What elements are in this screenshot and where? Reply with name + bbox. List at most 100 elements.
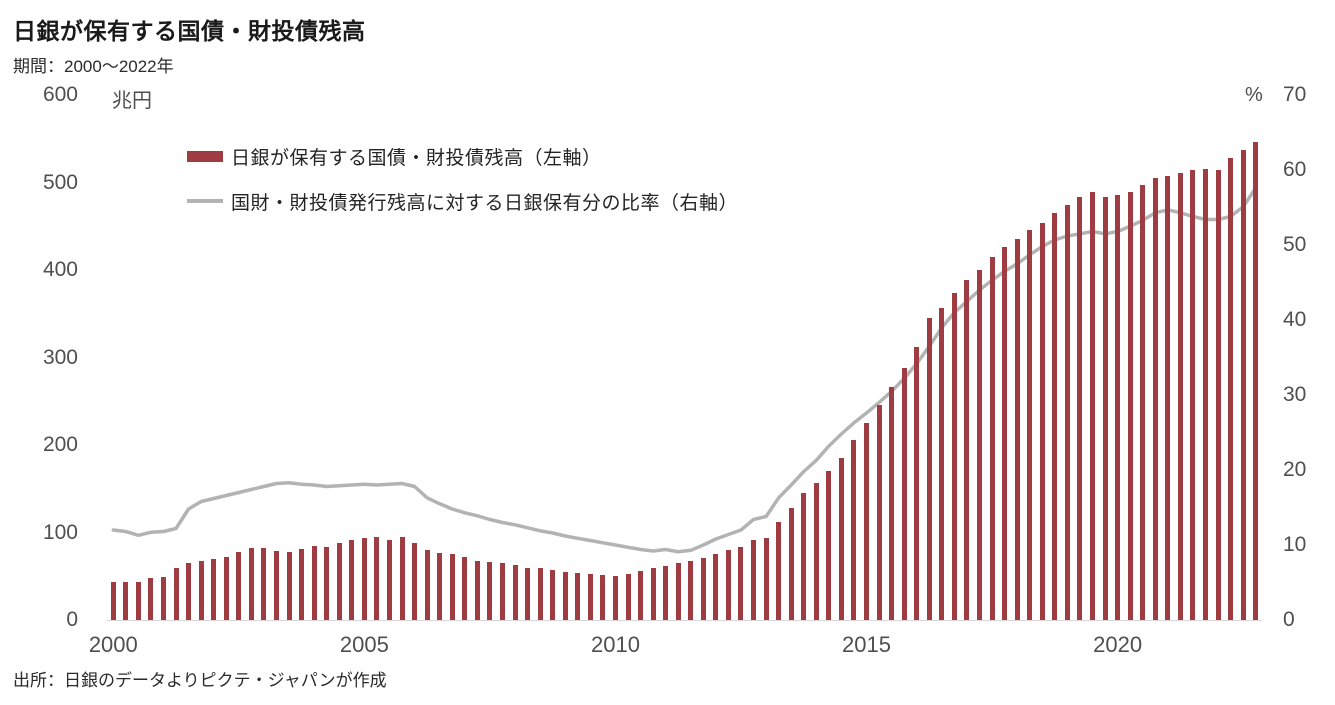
legend-item-bonds: 日銀が保有する国債・財投債残高（左軸） [187,142,738,170]
bar-2021Q4 [1203,168,1208,620]
bar-2020Q3 [1140,185,1146,620]
right-axis-tick-60: 60 [1283,158,1307,181]
bar-2008Q1 [512,564,518,620]
bar-2022Q1 [1215,170,1221,620]
source-note: 出所：日銀のデータよりピクテ・ジャパンが作成 [13,671,387,690]
ratio-line [111,186,1258,554]
bar-2022Q4 [1253,142,1259,620]
bar-2012Q4 [751,540,757,620]
ratio-line-svg [111,186,1258,554]
bar-2000Q2 [123,582,129,620]
right-axis-unit: % [1245,84,1263,106]
bar-swatch-icon [187,150,223,162]
bar-2015Q2 [876,404,882,620]
bar-2013Q3 [788,508,794,620]
bar-2017Q1 [964,279,970,620]
bar-2007Q3 [487,562,493,620]
bar-2021Q2 [1177,172,1183,620]
bar-2016Q1 [914,347,920,620]
bar-2011Q3 [688,560,694,620]
bar-2021Q1 [1165,176,1171,620]
bar-2000Q4 [148,578,154,620]
bar-2001Q1 [160,577,166,620]
bar-2012Q2 [725,550,731,620]
bar-2004Q2 [324,547,330,620]
x-axis-label-2015: 2015 [842,632,891,657]
bar-2019Q2 [1077,197,1083,620]
bar-2009Q1 [562,571,568,620]
bar-2006Q4 [449,554,455,620]
left-axis-tick-100: 100 [42,520,78,544]
bar-2013Q1 [763,537,769,620]
bar-2009Q4 [600,575,606,620]
left-axis-tick-0: 0 [66,608,78,631]
bar-2019Q3 [1090,192,1096,620]
bar-2021Q3 [1190,170,1196,620]
bar-2019Q1 [1064,205,1070,620]
bar-2000Q1 [110,582,116,620]
bar-2008Q4 [550,570,556,620]
legend-label: 日銀が保有する国債・財投債残高（左軸） [231,147,602,169]
bar-2001Q2 [173,568,179,620]
bar-2019Q4 [1102,197,1108,620]
bar-2010Q4 [650,568,656,620]
bar-2020Q1 [1115,194,1121,620]
line-swatch-icon [187,199,223,203]
plot-area [107,95,1262,621]
left-axis-tick-300: 300 [42,345,78,369]
left-axis-tick-600: 600 [42,83,78,106]
bar-2002Q1 [211,558,217,620]
bar-2015Q3 [889,387,895,620]
bar-2001Q4 [198,560,204,620]
bar-2006Q1 [412,543,418,620]
bar-2003Q4 [299,549,305,620]
bar-2002Q4 [248,548,254,620]
x-axis-label-2010: 2010 [591,632,640,657]
bar-2022Q3 [1240,150,1246,620]
bar-2005Q3 [386,540,392,620]
bar-2007Q1 [462,557,468,620]
bar-2014Q1 [813,482,819,620]
bar-2008Q2 [525,567,531,620]
bar-2011Q1 [663,565,669,620]
bar-2006Q3 [437,552,443,620]
right-axis-tick-40: 40 [1283,308,1307,331]
bar-2003Q1 [261,548,267,620]
right-axis-tick-0: 0 [1283,608,1295,631]
bar-2005Q1 [361,537,367,620]
bar-2000Q3 [135,582,141,620]
right-axis-tick-70: 70 [1283,83,1307,106]
bar-2014Q4 [851,439,857,620]
chart-subtitle: 期間：2000～2022年 [13,57,174,76]
x-axis-label-2005: 2005 [339,632,389,657]
bar-2008Q3 [537,568,543,620]
x-axis-label-2020: 2020 [1093,632,1143,657]
bar-2005Q4 [399,536,405,620]
bar-2003Q2 [273,550,279,620]
bar-2007Q4 [499,563,505,620]
x-axis-label-2000: 2000 [88,632,138,657]
bar-2004Q3 [336,543,342,620]
bar-2011Q2 [675,563,681,620]
bar-2018Q3 [1039,222,1045,620]
bar-2007Q2 [474,560,480,620]
bar-2006Q2 [424,550,430,620]
bar-2010Q2 [625,573,631,620]
chart-title: 日銀が保有する国債・財投債残高 [13,18,366,44]
bar-2020Q4 [1152,178,1158,620]
bar-2014Q3 [838,458,844,620]
right-axis-tick-20: 20 [1283,458,1307,481]
bar-2018Q4 [1052,213,1058,620]
bar-2017Q3 [989,256,995,620]
bar-2012Q1 [713,554,719,620]
bar-2013Q2 [776,522,782,620]
bar-2016Q3 [939,307,945,620]
bar-2002Q3 [236,551,242,620]
right-axis-tick-10: 10 [1283,533,1307,556]
bar-2017Q4 [1002,247,1008,620]
left-axis-unit: 兆円 [112,90,152,112]
bar-2013Q4 [801,493,807,620]
left-axis-tick-400: 400 [42,258,78,281]
legend-item-ratio: 国財・財投債発行残高に対する日銀保有分の比率（右軸） [187,187,738,215]
left-axis-tick-500: 500 [42,170,78,194]
